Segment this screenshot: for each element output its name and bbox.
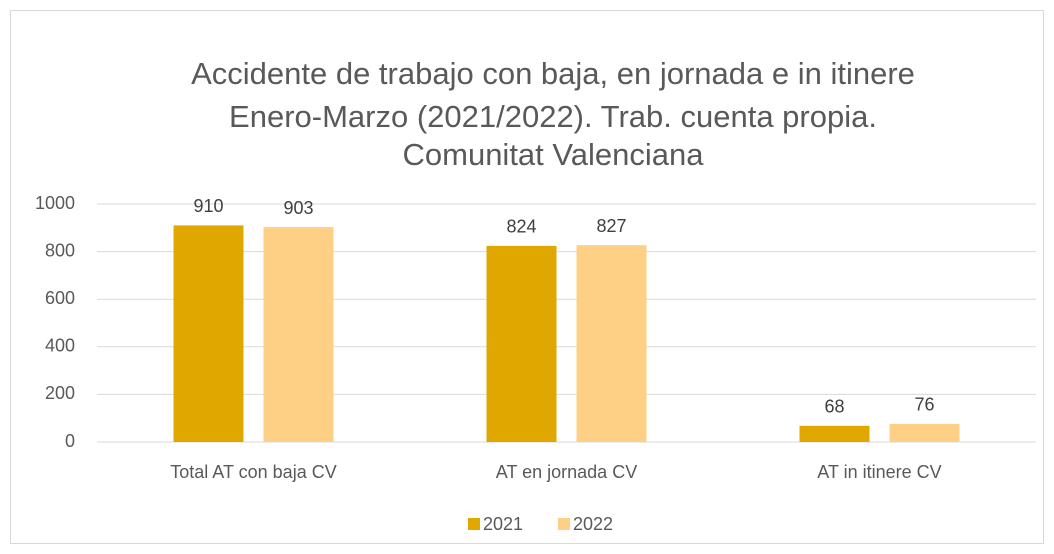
- data-label: 824: [506, 217, 536, 237]
- legend-swatch: [468, 518, 480, 530]
- data-label: 76: [914, 395, 934, 415]
- data-label: 903: [283, 198, 313, 218]
- chart-title: Comunitat Valenciana: [403, 137, 705, 172]
- x-tick-label: AT in itinere CV: [817, 462, 941, 482]
- legend-label: 2021: [483, 514, 523, 534]
- bar: [576, 245, 647, 442]
- data-label: 910: [193, 196, 223, 216]
- bar: [889, 423, 960, 442]
- y-tick-label: 200: [45, 383, 75, 403]
- x-tick-label: Total AT con baja CV: [170, 462, 336, 482]
- bar: [799, 425, 870, 442]
- bar: [486, 245, 557, 442]
- y-tick-label: 800: [45, 240, 75, 260]
- legend-swatch: [558, 518, 570, 530]
- chart-title: Enero-Marzo (2021/2022). Trab. cuenta pr…: [229, 99, 877, 134]
- y-tick-label: 400: [45, 336, 75, 356]
- y-tick-label: 600: [45, 288, 75, 308]
- legend-label: 2022: [573, 514, 613, 534]
- y-tick-label: 0: [65, 431, 75, 451]
- chart-title: Accidente de trabajo con baja, en jornad…: [191, 56, 915, 91]
- bar: [263, 227, 334, 442]
- x-tick-label: AT en jornada CV: [496, 462, 637, 482]
- data-label: 827: [596, 216, 626, 236]
- bar: [173, 225, 244, 442]
- data-label: 68: [824, 397, 844, 417]
- y-tick-label: 1000: [35, 193, 75, 213]
